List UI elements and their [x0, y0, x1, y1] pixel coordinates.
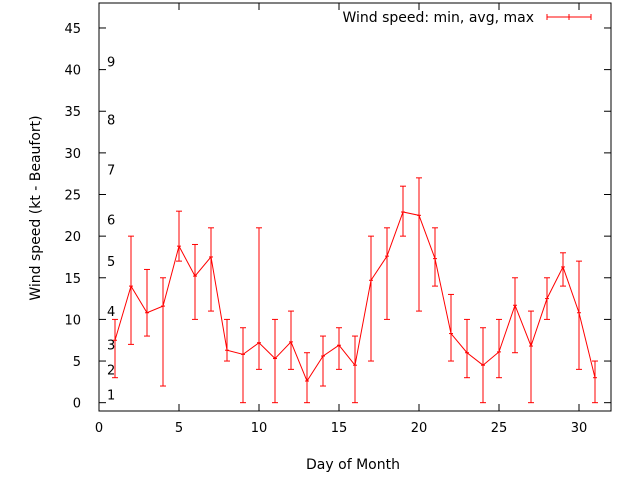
x-tick-label: 30: [571, 421, 588, 436]
beaufort-label: 5: [107, 255, 115, 270]
plot-border: [98, 2, 612, 412]
x-axis-label: Day of Month: [306, 457, 400, 473]
beaufort-label: 7: [107, 164, 115, 179]
y-axis-label: Wind speed (kt - Beaufort): [28, 115, 44, 300]
y-tick-label: 15: [64, 272, 81, 287]
x-tick-label: 10: [251, 421, 268, 436]
legend: Wind speed: min, avg, max: [342, 10, 592, 26]
y-tick-label: 0: [73, 397, 81, 412]
beaufort-label: 4: [107, 305, 115, 320]
series-wind-speed: [112, 177, 598, 404]
y-tick-label: 5: [73, 355, 81, 370]
y-tick-label: 40: [64, 64, 81, 79]
y-tick-label: 30: [64, 147, 81, 162]
beaufort-label: 3: [107, 338, 115, 353]
beaufort-label: 8: [107, 114, 115, 129]
x-tick-label: 15: [331, 421, 348, 436]
beaufort-label: 9: [107, 55, 115, 70]
x-tick-label: 20: [411, 421, 428, 436]
y-tick-label: 45: [64, 22, 81, 37]
beaufort-labels: 1 2 3 4 5 6 7 8 9: [107, 55, 115, 403]
y-tick-label: 35: [64, 105, 81, 120]
beaufort-label: 1: [107, 388, 115, 403]
y-tick-label: 25: [64, 189, 81, 204]
y-tick-label: 10: [64, 313, 81, 328]
plot-frame: [98, 2, 612, 412]
beaufort-label: 2: [107, 363, 115, 378]
x-tick-label: 25: [491, 421, 508, 436]
x-tick-label: 5: [175, 421, 183, 436]
y-tick-label: 20: [64, 230, 81, 245]
x-tick-label: 0: [95, 421, 103, 436]
legend-entry-label: Wind speed: min, avg, max: [342, 10, 534, 26]
beaufort-label: 6: [107, 213, 115, 228]
